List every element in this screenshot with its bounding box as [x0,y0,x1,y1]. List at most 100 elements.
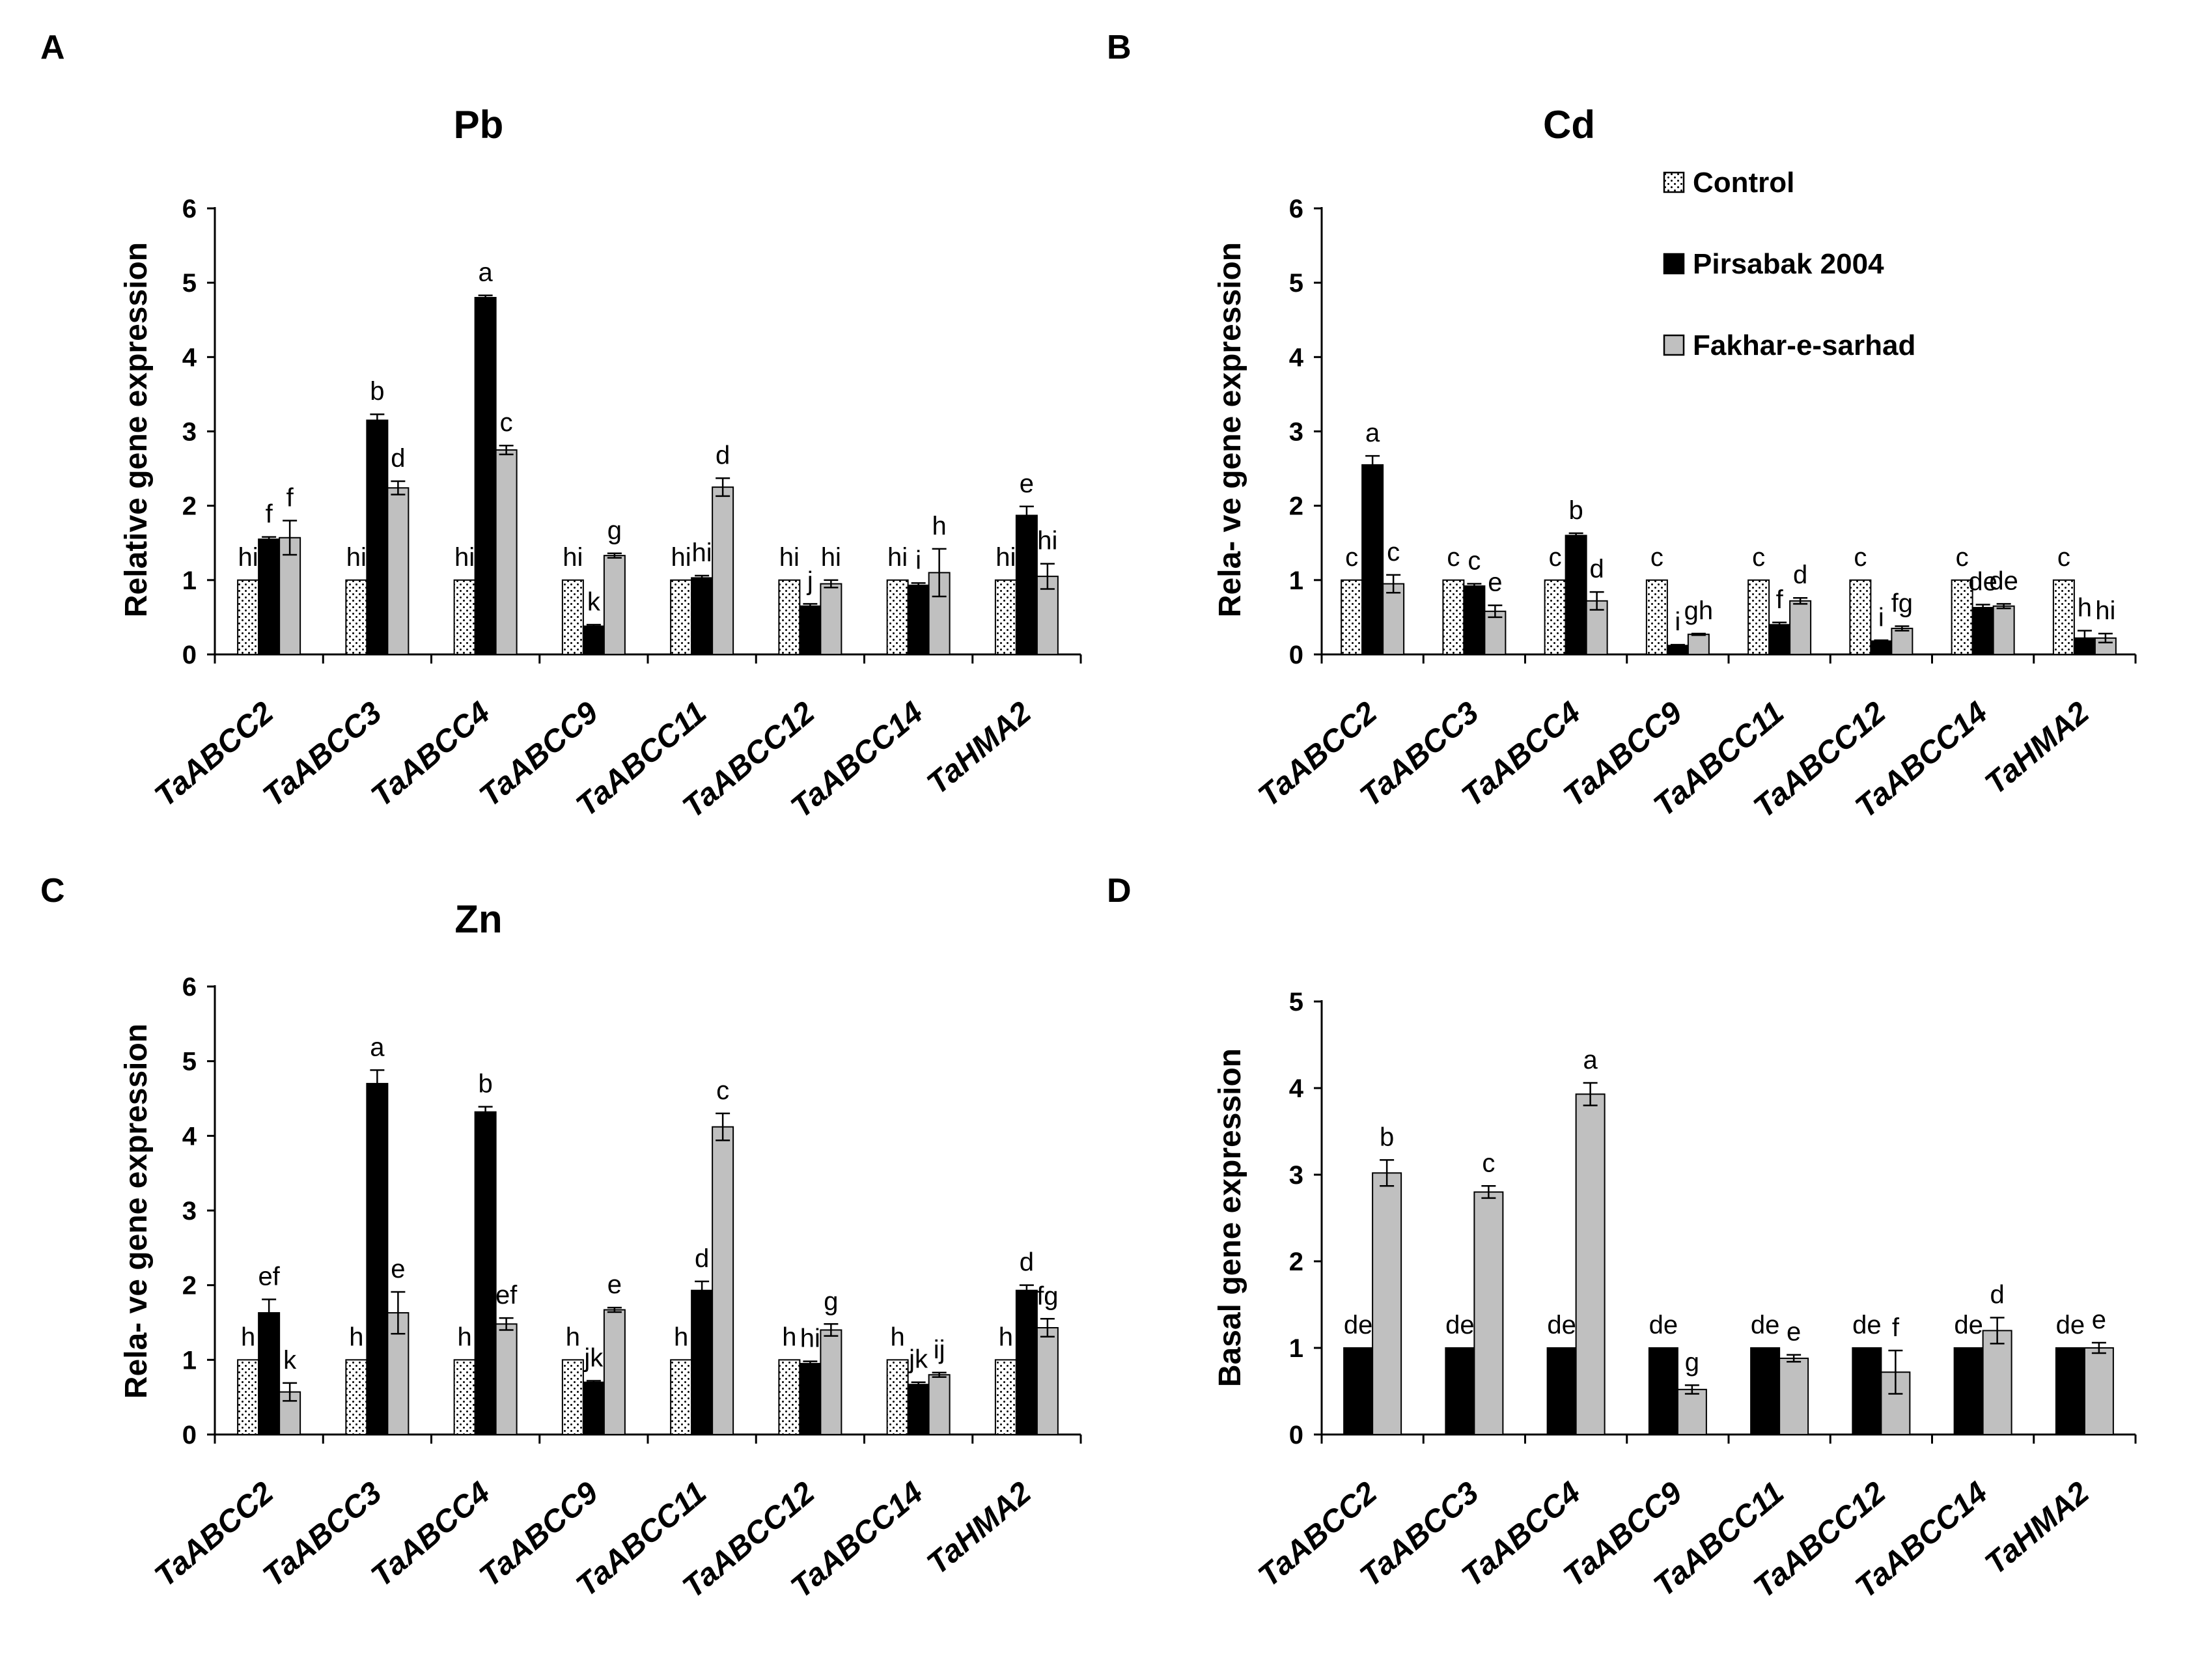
significance-letter: de [1989,567,2018,595]
category-label-tahma2: TaHMA2 [921,1476,1038,1582]
significance-letter: de [1968,568,1997,596]
significance-letter: de [1954,1311,1983,1339]
bar-fakhar-e-sarhad-taabcc12 [820,583,842,656]
panel-letter: A [40,29,65,66]
significance-letter: b [370,377,384,406]
significance-letter: k [283,1346,297,1375]
significance-letter: jk [908,1345,928,1374]
significance-letter: ef [495,1281,518,1309]
bar-control-taabcc9 [561,1359,584,1435]
significance-letter: hi [821,543,841,572]
significance-letter: e [1488,568,1502,597]
bar-pirsabak-2004-taabcc2 [258,539,281,656]
legend-label-pirsabak: Pirsabak 2004 [1693,248,1884,280]
significance-letter: c [1650,543,1663,572]
category-label-taabcc3: TaABCC3 [257,695,389,814]
bar-pirsabak-2004-taabcc2 [1343,1347,1374,1435]
bar-fakhar-e-sarhad-taabcc12 [1891,628,1914,656]
significance-letter: de [1445,1311,1475,1339]
significance-letter: c [1956,543,1969,572]
bar-fakhar-e-sarhad-tahma2 [2083,1347,2114,1435]
y-tick-label: 2 [182,1272,197,1300]
bar-pirsabak-2004-taabcc11 [1750,1347,1781,1435]
bar-fakhar-e-sarhad-taabcc2 [1372,1172,1402,1435]
bar-fakhar-e-sarhad-taabcc9 [1687,634,1710,655]
significance-letter: d [1990,1280,2005,1309]
significance-letter: jk [583,1343,604,1372]
bar-fakhar-e-sarhad-taabcc12 [820,1329,842,1436]
y-tick-label: 1 [1289,567,1303,595]
category-label-taabcc2: TaABCC2 [148,1476,281,1594]
significance-letter: d [716,441,730,469]
significance-letter: c [1387,538,1400,567]
significance-letter: c [1854,543,1867,572]
bar-fakhar-e-sarhad-taabcc9 [1677,1388,1707,1436]
bar-control-taabcc2 [237,579,260,655]
significance-letter: de [1852,1311,1882,1339]
bar-pirsabak-2004-taabcc12 [799,605,822,656]
significance-letter: h [566,1323,580,1351]
significance-letter: f [286,484,294,512]
chart-panel-a: A Pb Relative gene expression 0 1 2 3 4 5 6 TaABCC… [40,29,1082,825]
significance-letter: c [1482,1149,1495,1177]
significance-letter: a [1365,419,1380,447]
significance-letter: i [1675,608,1680,636]
significance-letter: c [500,408,513,437]
bar-fakhar-e-sarhad-taabcc3 [1473,1191,1504,1435]
category-label-taabcc4: TaABCC4 [365,695,496,814]
bar-pirsabak-2004-taabcc3 [366,1083,389,1435]
y-tick-label: 0 [182,641,197,669]
panel-letter: B [1107,29,1132,66]
significance-letter: c [716,1076,729,1105]
significance-letter: f [1892,1313,1900,1342]
bar-control-tahma2 [2052,579,2075,655]
y-tick-label: 3 [182,418,197,447]
category-label-tahma2: TaHMA2 [1979,695,2096,802]
bar-fakhar-e-sarhad-taabcc14 [928,1374,951,1435]
bar-pirsabak-2004-taabcc9 [582,625,605,655]
bar-control-taabcc14 [886,579,909,655]
bar-fakhar-e-sarhad-taabcc4 [1575,1093,1606,1436]
significance-letter: hi [2095,596,2115,625]
bar-control-taabcc11 [670,1359,693,1435]
significance-letter: hi [238,543,258,572]
bar-fakhar-e-sarhad-taabcc2 [1382,583,1405,656]
significance-letter: de [1649,1311,1678,1339]
bar-control-taabcc4 [453,579,476,655]
y-tick-label: 2 [182,492,197,521]
bar-pirsabak-2004-taabcc4 [474,1111,497,1435]
bar-fakhar-e-sarhad-taabcc4 [495,449,518,656]
category-label-taabcc4: TaABCC4 [365,1476,496,1594]
y-tick-label: 0 [1289,1421,1303,1449]
significance-letter: e [1020,469,1034,498]
y-tick-label: 0 [182,1421,197,1449]
bar-pirsabak-2004-taabcc3 [1463,585,1486,656]
bar-pirsabak-2004-taabcc12 [1852,1347,1882,1435]
significance-letter: a [1583,1046,1598,1074]
significance-letter: c [1752,543,1765,572]
significance-letter: fg [1891,589,1913,618]
bar-pirsabak-2004-taabcc2 [1361,464,1384,655]
legend-swatch-control [1663,171,1685,193]
significance-letter: d [695,1244,709,1273]
significance-letter: b [1380,1123,1394,1151]
legend-swatch-fakhar [1663,334,1685,356]
significance-letter: hi [800,1324,820,1353]
significance-letter: hi [454,543,475,572]
category-label-taabcc2: TaABCC2 [148,695,281,814]
category-label-tahma2: TaHMA2 [1979,1476,2096,1582]
significance-letter: h [2078,593,2092,622]
y-tick-label: 3 [182,1197,197,1225]
significance-letter: k [587,587,601,616]
bar-control-taabcc11 [1747,579,1770,655]
bar-control-taabcc3 [1442,579,1465,655]
chart-title: Cd [1543,103,1595,147]
significance-letter: fg [1037,1281,1058,1310]
bar-fakhar-e-sarhad-taabcc4 [495,1323,518,1435]
bar-pirsabak-2004-taabcc9 [582,1381,605,1436]
significance-letter: de [1547,1311,1576,1339]
significance-letter: a [479,259,494,287]
significance-letter: de [1344,1311,1373,1339]
